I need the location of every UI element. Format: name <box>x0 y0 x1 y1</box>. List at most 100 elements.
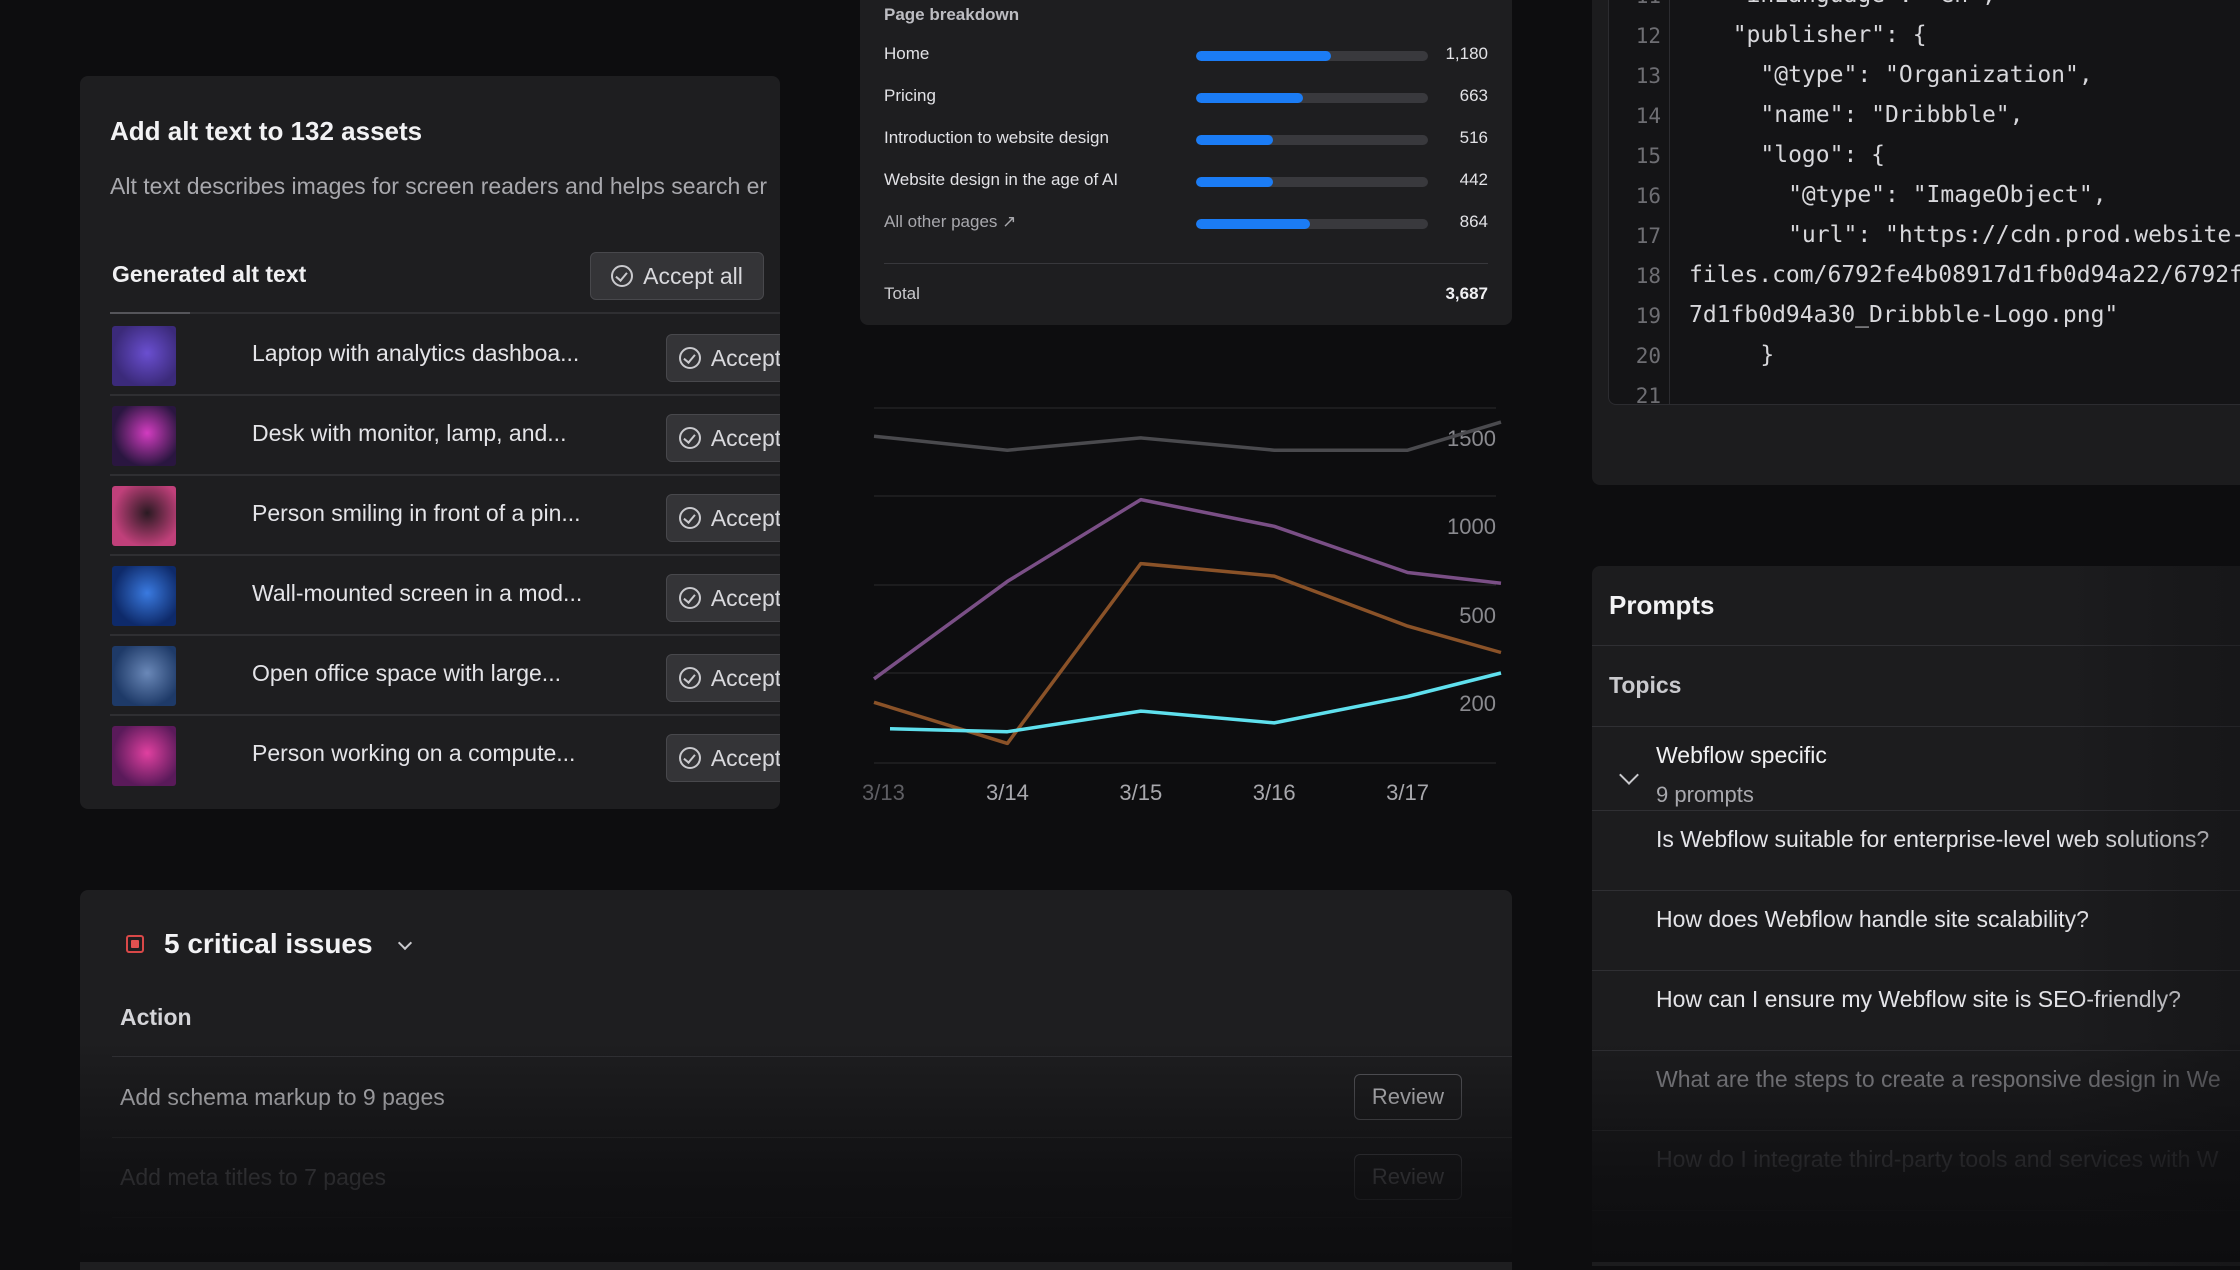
line-number: 14 <box>1635 104 1661 128</box>
action-column-header: Action <box>120 1004 192 1030</box>
share-bar-fill <box>1196 135 1273 145</box>
alt-text-label: Person working on a compute... <box>252 740 576 766</box>
prompts-panel: Prompts Topics Webflow specific 9 prompt… <box>1592 566 2240 1266</box>
accept-button[interactable]: Accept <box>666 334 780 382</box>
series-line-2 <box>872 497 1502 681</box>
divider <box>110 554 780 556</box>
alt-text-label: Laptop with analytics dashboa... <box>252 340 580 366</box>
total-label: Total <box>884 284 920 303</box>
alt-text-row: Laptop with analytics dashboa... Accept <box>110 314 780 394</box>
code-line: "inLanguage": "en", <box>1705 0 1996 8</box>
code-line: "@type": "Organization", <box>1705 62 2093 88</box>
page-breakdown-row: Pricing 663 <box>884 82 1488 112</box>
alt-text-description: Alt text describes images for screen rea… <box>110 173 768 199</box>
divider <box>1592 1130 2240 1131</box>
page-name: Pricing <box>884 86 936 105</box>
page-breakdown-row: Website design in the age of AI 442 <box>884 166 1488 196</box>
code-line: "@type": "ImageObject", <box>1705 182 2107 208</box>
check-circle-icon <box>611 265 634 287</box>
prompt-item[interactable]: How can I ensure my Webflow site is SEO-… <box>1656 986 2181 1012</box>
page-name: All other pages ↗ <box>884 212 1017 231</box>
accept-all-button[interactable]: Accept all <box>590 252 764 300</box>
alt-text-panel: Add alt text to 132 assets Alt text desc… <box>80 76 780 809</box>
divider <box>1592 645 2240 646</box>
divider <box>110 312 780 314</box>
code-line: files.com/6792fe4b08917d1fb0d94a22/6792f… <box>1689 262 2240 288</box>
divider <box>112 1137 1512 1138</box>
page-breakdown-row[interactable]: All other pages ↗ 864 <box>884 208 1488 238</box>
alt-text-row: Person smiling in front of a pin... Accep… <box>110 474 780 554</box>
alt-text-row: Open office space with large... Accept <box>110 634 780 714</box>
page-breakdown-title: Page breakdown <box>884 5 1020 24</box>
line-number: 15 <box>1635 144 1661 168</box>
line-number: 21 <box>1635 384 1661 405</box>
check-circle-icon <box>678 427 701 449</box>
issue-action-label: Add schema markup to 9 pages <box>120 1084 445 1110</box>
accept-button[interactable]: Accept <box>666 574 780 622</box>
alt-text-label: Person smiling in front of a pin... <box>252 500 581 526</box>
page-breakdown-panel: Page breakdown Home 1,180 Pricing 663 Introd… <box>860 0 1512 325</box>
asset-thumbnail <box>112 406 176 466</box>
share-bar-track <box>1196 177 1428 187</box>
accept-button[interactable]: Accept <box>666 734 780 782</box>
code-line: } <box>1705 342 1775 368</box>
page-views-value: 1,180 <box>1445 44 1488 63</box>
x-tick-label: 3/14 <box>986 780 1029 805</box>
share-bar-track <box>1196 135 1428 145</box>
accept-button[interactable]: Accept <box>666 654 780 702</box>
y-tick-label: 1000 <box>1447 514 1496 539</box>
asset-thumbnail <box>112 486 176 546</box>
page-name: Home <box>884 44 930 63</box>
prompts-title: Prompts <box>1609 590 1715 620</box>
prompt-item[interactable]: What are the steps to create a responsiv… <box>1656 1066 2221 1092</box>
chevron-down-icon[interactable] <box>397 935 413 951</box>
page-views-value: 442 <box>1459 170 1488 189</box>
asset-thumbnail <box>112 566 176 626</box>
page-views-value: 663 <box>1459 86 1488 105</box>
prompt-item[interactable]: How do I integrate third-party tools and… <box>1656 1146 2219 1172</box>
page-name: Introduction to website design <box>884 128 1109 147</box>
alt-text-row: Wall-mounted screen in a mod... Accept <box>110 554 780 634</box>
total-value: 3,687 <box>1445 284 1488 303</box>
review-button[interactable]: Review <box>1354 1154 1462 1200</box>
check-circle-icon <box>678 587 701 609</box>
prompt-item[interactable]: How does Webflow handle site scalability… <box>1656 906 2089 932</box>
review-button[interactable]: Review <box>1354 1074 1462 1120</box>
line-number: 19 <box>1635 304 1661 328</box>
line-number: 18 <box>1635 264 1661 288</box>
prompt-item[interactable]: Is Webflow suitable for enterprise-level… <box>1656 826 2210 852</box>
topic-group-count: 9 prompts <box>1656 782 1754 807</box>
accept-all-label: Accept all <box>643 262 743 289</box>
y-tick-label: 200 <box>1459 691 1496 716</box>
share-bar-fill <box>1196 177 1273 187</box>
divider <box>1592 970 2240 971</box>
alt-text-row: Desk with monitor, lamp, and... Accept <box>110 394 780 474</box>
share-bar-track <box>1196 219 1428 229</box>
divider <box>110 634 780 636</box>
divider <box>110 394 780 396</box>
check-circle-icon <box>678 507 701 529</box>
x-tick-label: 3/13 <box>862 780 905 805</box>
accept-button[interactable]: Accept <box>666 494 780 542</box>
x-tick-label: 3/15 <box>1119 780 1162 805</box>
code-line: "logo": { <box>1705 142 1886 168</box>
divider <box>1592 810 2240 811</box>
line-number: 13 <box>1635 64 1661 88</box>
divider <box>884 263 1488 264</box>
page-breakdown-row: Introduction to website design 516 <box>884 124 1488 154</box>
issue-action-label: Add meta titles to 7 pages <box>120 1164 386 1190</box>
share-bar-track <box>1196 51 1428 61</box>
accept-label: Accept <box>710 744 780 771</box>
code-panel: 11 "inLanguage": "en", 12 "publisher": {1… <box>1592 0 2240 485</box>
chevron-down-icon[interactable] <box>1619 765 1639 785</box>
code-line: "publisher": { <box>1705 22 1927 48</box>
page-views-value: 516 <box>1459 128 1488 147</box>
divider <box>1592 726 2240 727</box>
accept-button[interactable]: Accept <box>666 414 780 462</box>
y-tick-label: 500 <box>1459 603 1496 628</box>
tab-indicator <box>110 312 190 314</box>
topic-group-name[interactable]: Webflow specific <box>1656 742 1827 768</box>
accept-label: Accept <box>710 504 780 531</box>
critical-issues-title[interactable]: 5 critical issues <box>164 928 373 959</box>
